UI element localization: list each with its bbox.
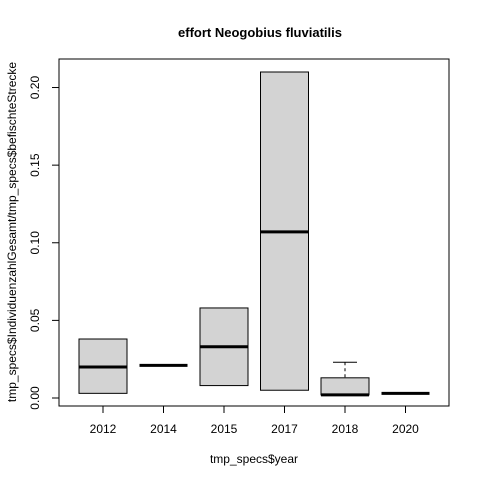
y-tick-label-0.05: 0.05 [28, 308, 42, 332]
x-tick-label-2012: 2012 [90, 422, 117, 436]
box-rect-2018 [320, 377, 370, 396]
box-2018 [320, 361, 370, 397]
x-axis-label: tmp_specs$year [210, 452, 298, 466]
chart-title: effort Neogobius fluviatilis [178, 25, 342, 40]
x-tick-label-2018: 2018 [332, 422, 359, 436]
y-tick-label-0.00: 0.00 [28, 386, 42, 410]
y-tick-label-0.10: 0.10 [28, 231, 42, 255]
x-axis: 2012 2014 2015 2017 2018 2020 [90, 405, 419, 436]
y-tick-label-0.20: 0.20 [28, 76, 42, 100]
y-tick-label-0.15: 0.15 [28, 153, 42, 177]
box-2017 [260, 71, 309, 391]
y-axis: 0.00 0.05 0.10 0.15 0.20 [28, 76, 60, 410]
box-2012 [78, 338, 128, 394]
x-tick-label-2014: 2014 [150, 422, 177, 436]
x-tick-label-2020: 2020 [392, 422, 419, 436]
plot-area [78, 71, 430, 397]
x-tick-label-2017: 2017 [271, 422, 298, 436]
box-2015 [199, 307, 249, 387]
x-tick-label-2015: 2015 [211, 422, 238, 436]
y-axis-label: tmp_specs$IndividuenzahlGesamt/tmp_specs… [5, 62, 19, 403]
